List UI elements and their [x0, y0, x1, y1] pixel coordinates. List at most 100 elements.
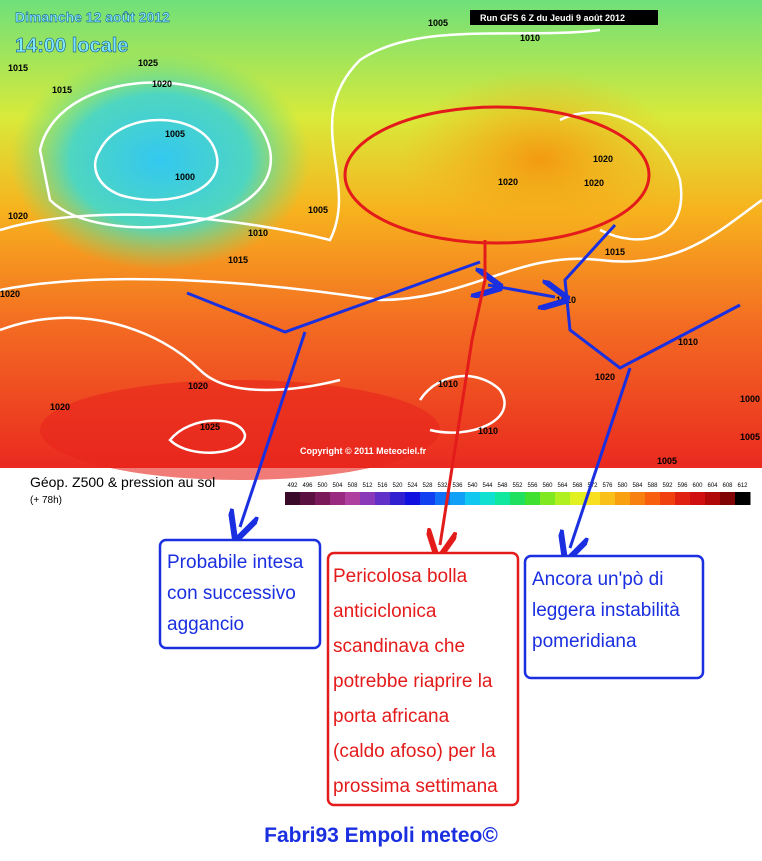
- scale-swatch: [300, 492, 316, 505]
- scale-label: 600: [692, 483, 703, 489]
- annotations: Probabile intesa con successivo aggancio Pe…: [158, 538, 705, 807]
- isobars: [0, 28, 762, 454]
- isobar-label: 1015: [52, 85, 72, 95]
- annotation-line: Ancora un'pò di: [532, 569, 663, 590]
- run-label: Run GFS 6 Z du Jeudi 9 août 2012: [480, 13, 625, 23]
- annotation-text: Probabile intesa con successivo aggancio Pe…: [167, 552, 680, 797]
- legend-subtitle: (+ 78h): [30, 495, 62, 506]
- isobar-line: [0, 28, 601, 242]
- isobar-label: 1010: [478, 426, 498, 436]
- scale-swatch: [390, 492, 406, 505]
- isobar-label: 1025: [200, 422, 220, 432]
- scale-swatch: [495, 492, 511, 505]
- annotation-line: (caldo afoso) per la: [333, 741, 496, 762]
- annotation-line: anticiclonica: [333, 601, 437, 622]
- scale-label: 576: [602, 483, 613, 489]
- color-scale: 492 496 500 504 508 512 516 520 524 528 532 536 540 5…: [285, 483, 751, 505]
- scale-label: 524: [407, 483, 418, 489]
- isobar-line: [0, 198, 762, 302]
- legend-title: Géop. Z500 & pression au sol: [30, 474, 215, 490]
- isobar-label: 1020: [188, 381, 208, 391]
- scale-swatch: [510, 492, 526, 505]
- run-badge: [470, 10, 658, 25]
- scale-swatch: [450, 492, 466, 505]
- scale-swatch: [675, 492, 691, 505]
- high-pressure-area: [400, 70, 680, 250]
- scale-label: 540: [467, 483, 478, 489]
- isobar-line: [38, 81, 273, 229]
- scale-swatch: [720, 492, 736, 505]
- scale-label: 504: [332, 483, 343, 489]
- isobar-labels: 1005 1010 1025 1015 1015 1020 1005 1000 1005 1010…: [0, 18, 760, 466]
- map-time: 14:00 locale: [15, 35, 128, 57]
- copyright: Copyright © 2011 Meteociel.fr: [300, 446, 427, 456]
- isobar-label: 1010: [248, 228, 268, 238]
- isobar-label: 1005: [657, 456, 677, 466]
- annotation-line: prossima settimana: [333, 776, 498, 797]
- scale-label: 508: [347, 483, 358, 489]
- scale-swatch: [645, 492, 661, 505]
- isobar-label: 1010: [520, 33, 540, 43]
- annotation-box: [326, 551, 520, 807]
- scale-swatch: [690, 492, 706, 505]
- scale-label: 580: [617, 483, 628, 489]
- scale-label: 560: [542, 483, 553, 489]
- scale-swatch: [285, 492, 301, 505]
- scale-swatch: [525, 492, 541, 505]
- annotation-line: scandinava che: [333, 636, 465, 657]
- legend: Géop. Z500 & pression au sol (+ 78h) 492…: [30, 474, 751, 506]
- scale-label: 536: [452, 483, 463, 489]
- isobar-label: 1015: [8, 63, 28, 73]
- scale-label: 604: [707, 483, 718, 489]
- isobar-label: 1020: [593, 154, 613, 164]
- isobar-label: 1010: [438, 379, 458, 389]
- isobar-line: [168, 419, 247, 454]
- scale-label: 500: [317, 483, 328, 489]
- scale-swatch: [630, 492, 646, 505]
- isobar-label: 1000: [740, 394, 760, 404]
- scale-swatch: [615, 492, 631, 505]
- scale-swatch: [375, 492, 391, 505]
- scale-label: 492: [287, 483, 298, 489]
- scale-swatch: [570, 492, 586, 505]
- footer: Fabri93 Empoli meteo©: [264, 824, 498, 847]
- scale-swatch: [600, 492, 616, 505]
- isobar-label: 1020: [498, 177, 518, 187]
- scale-label: 568: [572, 483, 583, 489]
- scale-label: 496: [302, 483, 313, 489]
- annotation-line: Pericolosa bolla: [333, 566, 468, 587]
- scale-swatch: [555, 492, 571, 505]
- scale-label: 588: [647, 483, 658, 489]
- scale-swatch: [330, 492, 346, 505]
- isobar-label: 1005: [740, 432, 760, 442]
- isobar-label: 1020: [584, 178, 604, 188]
- arrow: [240, 331, 307, 527]
- scale-swatch: [735, 492, 751, 505]
- annotation-line: porta africana: [333, 706, 450, 727]
- scale-label: 548: [497, 483, 508, 489]
- annotation-line: potrebbe riaprire la: [333, 671, 493, 692]
- isobar-label: 1005: [308, 205, 328, 215]
- isobar-label: 1015: [605, 247, 625, 257]
- scale-label: 564: [557, 483, 568, 489]
- annotation-box: [158, 538, 322, 650]
- isobar-label: 1010: [678, 337, 698, 347]
- map: 1005 1010 1025 1015 1015 1020 1005 1000 1005 1010…: [0, 0, 762, 480]
- isobar-label: 1025: [138, 58, 158, 68]
- isobar-line: [93, 118, 219, 202]
- scale-swatch: [420, 492, 436, 505]
- scale-label: 608: [722, 483, 733, 489]
- isobar-label: 1000: [175, 172, 195, 182]
- map-date: Dimanche 12 août 2012: [15, 9, 170, 25]
- scale-swatch: [480, 492, 496, 505]
- scale-label: 596: [677, 483, 688, 489]
- scale-swatch: [315, 492, 331, 505]
- isobar-label: 1015: [228, 255, 248, 265]
- annotation-line: leggera instabilità: [532, 600, 680, 621]
- scale-label: 556: [527, 483, 538, 489]
- annotation-line: Probabile intesa: [167, 552, 304, 573]
- highlight-ellipse: [343, 105, 651, 245]
- annotation-box: [523, 554, 705, 680]
- annotation-line: pomeridiana: [532, 631, 637, 652]
